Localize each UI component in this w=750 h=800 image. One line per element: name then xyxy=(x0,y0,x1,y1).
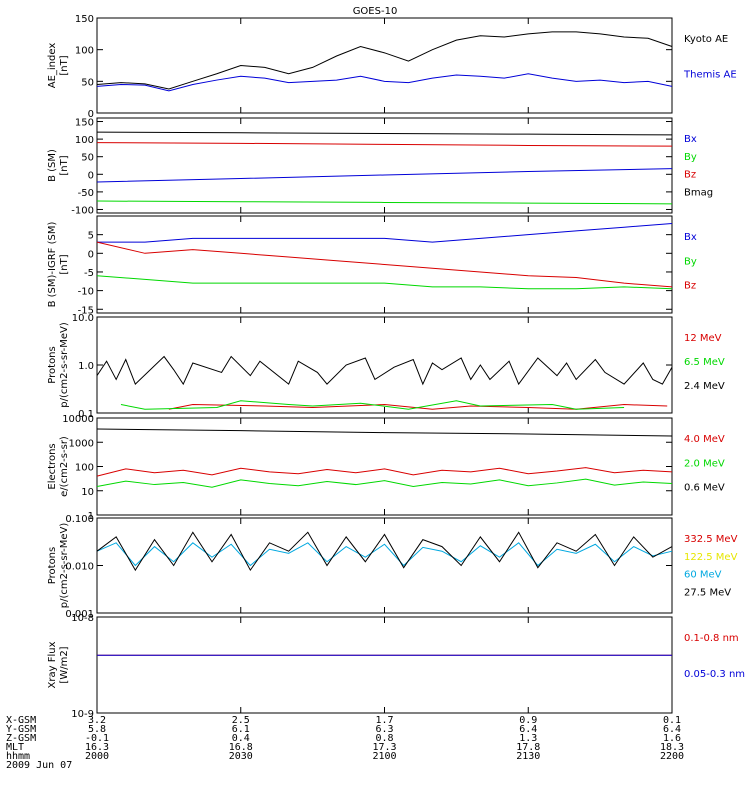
series-line xyxy=(96,467,673,477)
y-tick-label: -15 xyxy=(78,305,94,316)
y-tick-label: 5 xyxy=(88,231,94,242)
y-tick-label: 0 xyxy=(88,249,94,260)
legend-entry: 332.5 MeV xyxy=(684,534,738,545)
y-tick-label: 0 xyxy=(88,109,94,120)
legend-entry: 4.0 MeV xyxy=(684,434,725,445)
y-tick-label: 50 xyxy=(81,153,94,164)
legend-entry: Bz xyxy=(684,170,696,181)
orbit-column: 2.5 6.1 0.4 16.8 2030 xyxy=(228,715,253,762)
y-axis-unit: e/(cm2-s-sr) xyxy=(59,436,70,497)
y-axis-unit: p/(cm2-s-sr-MeV) xyxy=(59,523,70,609)
series-line xyxy=(96,31,673,90)
series-line xyxy=(96,168,673,183)
y-tick-label: 50 xyxy=(81,77,94,88)
panel-7: 10-9 10-8 Xray Flux [W/m2] 0.1-0.8 nm 0.05-0.… xyxy=(47,613,745,720)
series-line xyxy=(96,531,673,572)
panel-5: 1 10 100 1000 10000 Electrons e/(cm2-s-sr) 4.0 … xyxy=(47,414,725,522)
series-line xyxy=(96,142,673,147)
y-tick-label: 0.001 xyxy=(65,609,94,620)
y-tick-label: 0.100 xyxy=(65,514,94,525)
orbit-column: 1.7 6.3 0.8 17.3 2100 xyxy=(372,715,397,762)
y-tick-label: 100 xyxy=(75,135,94,146)
legend-entry: 122.5 MeV xyxy=(684,552,738,563)
y-tick-label: 10.0 xyxy=(72,313,94,324)
series-line xyxy=(168,404,668,410)
legend-entry: Bx xyxy=(684,232,697,243)
series-line xyxy=(96,355,673,386)
panel-3: -15 -10 -5 0 5 B (SM)-IGRF (SM) [nT] Bx By Bz xyxy=(47,215,697,316)
panel-4: 0.1 1.0 10.0 Protons p/(cm2-s-sr-MeV) 12 MeV 6… xyxy=(47,313,725,420)
y-tick-label: -50 xyxy=(78,188,94,199)
y-axis-unit: [W/m2] xyxy=(59,646,70,683)
y-axis-unit: [nT] xyxy=(59,254,70,274)
y-tick-label: 150 xyxy=(75,14,94,25)
y-tick-label: 100 xyxy=(75,46,94,57)
legend-entry: 60 MeV xyxy=(684,570,722,581)
legend-entry: By xyxy=(684,256,697,267)
series-line xyxy=(120,400,625,410)
series-line xyxy=(96,131,673,136)
y-axis-label: B (SM)-IGRF (SM) xyxy=(47,222,58,308)
panel-6: 0.001 0.010 0.100 Protons p/(cm2-s-sr-MeV) 33… xyxy=(47,514,738,620)
series-line xyxy=(96,478,673,488)
legend-entry: 0.05-0.3 nm xyxy=(684,669,745,680)
y-tick-label: 100 xyxy=(75,463,94,474)
panel-frame xyxy=(96,517,673,614)
y-axis-label: Xray Flux xyxy=(47,641,58,688)
y-axis-unit: [nT] xyxy=(59,155,70,175)
series-line xyxy=(96,542,673,567)
y-tick-label: 10-8 xyxy=(71,613,94,624)
chart-title: GOES-10 xyxy=(353,6,398,17)
legend-entry: 27.5 MeV xyxy=(684,587,731,598)
y-axis-label: Protons xyxy=(47,547,58,584)
y-axis-label: B (SM) xyxy=(47,149,58,182)
panel-frame xyxy=(96,316,673,414)
legend-entry: Themis AE xyxy=(683,70,737,81)
panel-2: -100 -50 0 50 100 150 B (SM) [nT] Bx By Bz Bmag xyxy=(47,117,713,216)
orbit-row-labels: X-GSM Y-GSM Z-GSM MLT hhmm 2009 Jun 07 xyxy=(6,715,73,771)
legend-entry: 12 MeV xyxy=(684,333,722,344)
series-line xyxy=(96,73,673,92)
y-tick-label: 0.010 xyxy=(65,562,94,573)
legend-entry: 6.5 MeV xyxy=(684,357,725,368)
legend-entry: 0.1-0.8 nm xyxy=(684,633,739,644)
y-tick-label: -100 xyxy=(71,205,94,216)
y-tick-label: 0 xyxy=(88,170,94,181)
y-axis-unit: [nT] xyxy=(59,55,70,75)
y-tick-label: 10000 xyxy=(62,414,94,425)
series-line xyxy=(96,275,673,290)
series-line xyxy=(96,241,673,288)
y-axis-label: Protons xyxy=(47,346,58,383)
y-axis-label: AE_index xyxy=(47,43,58,89)
legend-entry: 2.4 MeV xyxy=(684,381,725,392)
panel-frame xyxy=(96,616,673,714)
legend-entry: Kyoto AE xyxy=(684,34,728,45)
y-tick-label: 150 xyxy=(75,118,94,129)
legend-entry: Bmag xyxy=(684,187,713,198)
y-axis-unit: p/(cm2-s-sr-MeV) xyxy=(59,322,70,408)
y-tick-label: 0.1 xyxy=(78,409,94,420)
y-tick-label: -10 xyxy=(78,287,94,298)
y-axis-label: Electrons xyxy=(47,443,58,489)
legend-entry: Bz xyxy=(684,281,696,292)
legend-entry: By xyxy=(684,152,697,163)
orbit-column: 0.1 6.4 1.6 18.3 2200 xyxy=(659,715,685,762)
orbit-column: 0.9 6.4 1.3 17.8 2130 xyxy=(516,715,541,762)
y-tick-label: 1 xyxy=(88,511,94,522)
legend-entry: Bx xyxy=(684,134,697,145)
orbit-column: 3.2 5.8 -0.1 16.3 2000 xyxy=(84,715,110,762)
legend-entry: 0.6 MeV xyxy=(684,483,725,494)
series-line xyxy=(97,222,673,243)
panel-1: 0 50 100 150 AE_index [nT] Kyoto AE Themis AE xyxy=(47,14,737,120)
y-tick-label: 10 xyxy=(81,487,94,498)
y-tick-label: 1000 xyxy=(69,438,94,449)
series-line xyxy=(96,200,673,205)
legend-entry: 2.0 MeV xyxy=(684,458,725,469)
y-tick-label: 1.0 xyxy=(78,361,94,372)
y-tick-label: -5 xyxy=(84,268,94,279)
y-tick-label: 10-9 xyxy=(71,709,94,720)
series-line xyxy=(96,428,673,437)
